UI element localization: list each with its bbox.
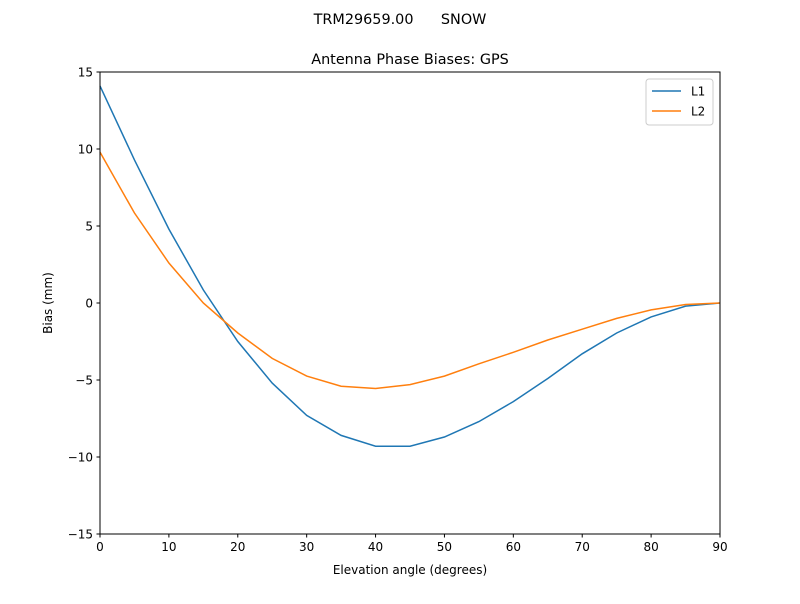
x-tick-label: 80 (643, 540, 658, 554)
x-tick-label: 0 (96, 540, 104, 554)
y-tick-label: −5 (75, 374, 93, 388)
x-tick-label: 20 (230, 540, 245, 554)
x-tick-label: 60 (506, 540, 521, 554)
axes-frame (99, 71, 721, 535)
x-tick-label: 40 (368, 540, 383, 554)
y-tick-label: 15 (78, 66, 93, 80)
x-tick-label: 70 (575, 540, 590, 554)
y-tick-label: 10 (78, 143, 93, 157)
y-tick-label: 0 (85, 297, 93, 311)
series-line-l2 (99, 151, 721, 390)
x-tick-label: 90 (712, 540, 727, 554)
y-axis: −15 −10 −5 0 5 10 15 (68, 66, 100, 542)
legend-label-l2: L2 (691, 105, 705, 119)
y-tick-label: −10 (68, 451, 93, 465)
plot-area (99, 85, 721, 447)
legend-label-l1: L1 (691, 85, 705, 99)
y-tick-label: −15 (68, 528, 93, 542)
chart-title: Antenna Phase Biases: GPS (311, 52, 509, 68)
y-tick-label: 5 (85, 220, 93, 234)
series-line-l1 (99, 85, 721, 447)
x-tick-label: 50 (437, 540, 452, 554)
x-tick-label: 30 (299, 540, 314, 554)
y-axis-label: Bias (mm) (41, 272, 55, 334)
x-tick-label: 10 (161, 540, 176, 554)
x-axis-label: Elevation angle (degrees) (333, 563, 487, 577)
x-axis: 0 10 20 30 40 50 60 70 80 90 (96, 534, 728, 554)
figure-suptitle: TRM29659.00 SNOW (313, 12, 487, 28)
